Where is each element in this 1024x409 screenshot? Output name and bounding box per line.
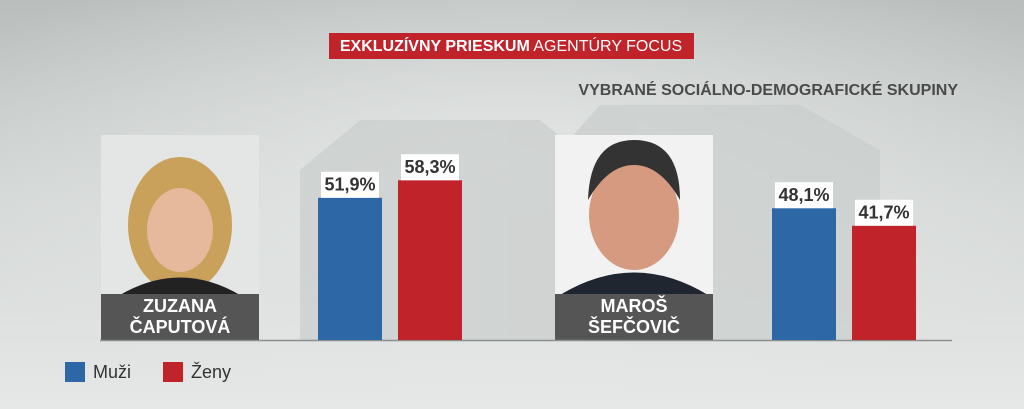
legend-label: Ženy xyxy=(191,362,231,382)
value-label-box xyxy=(321,171,379,198)
name-box xyxy=(101,294,259,340)
value-label: 48,1% xyxy=(778,185,829,205)
name-box xyxy=(555,294,713,340)
candidate-name: MAROŠ xyxy=(601,295,668,316)
value-label-box xyxy=(855,199,913,226)
chart-title: EXKLUZÍVNY PRIESKUM AGENTÚRY FOCUS xyxy=(340,36,682,55)
value-label: 58,3% xyxy=(404,157,455,177)
photo xyxy=(101,135,259,295)
legend-label: Muži xyxy=(93,362,131,382)
value-label-box xyxy=(775,182,833,209)
legend-swatch xyxy=(65,362,85,382)
value-label-box xyxy=(401,154,459,181)
value-label: 51,9% xyxy=(324,175,375,195)
title-bold: EXKLUZÍVNY PRIESKUM xyxy=(340,36,530,55)
bar xyxy=(398,180,462,340)
legend-swatch xyxy=(163,362,183,382)
candidate-name: ZUZANA xyxy=(143,296,217,316)
value-label: 41,7% xyxy=(858,202,909,222)
title-badge xyxy=(329,33,694,59)
candidate-name: ČAPUTOVÁ xyxy=(130,316,231,337)
bar xyxy=(318,197,382,340)
bar xyxy=(852,225,916,340)
bar xyxy=(772,208,836,340)
photo xyxy=(555,135,713,295)
candidate-name: ŠEFČOVIČ xyxy=(588,316,680,337)
title-regular: AGENTÚRY FOCUS xyxy=(533,36,682,55)
subtitle: VYBRANÉ SOCIÁLNO-DEMOGRAFICKÉ SKUPINY xyxy=(578,80,958,99)
